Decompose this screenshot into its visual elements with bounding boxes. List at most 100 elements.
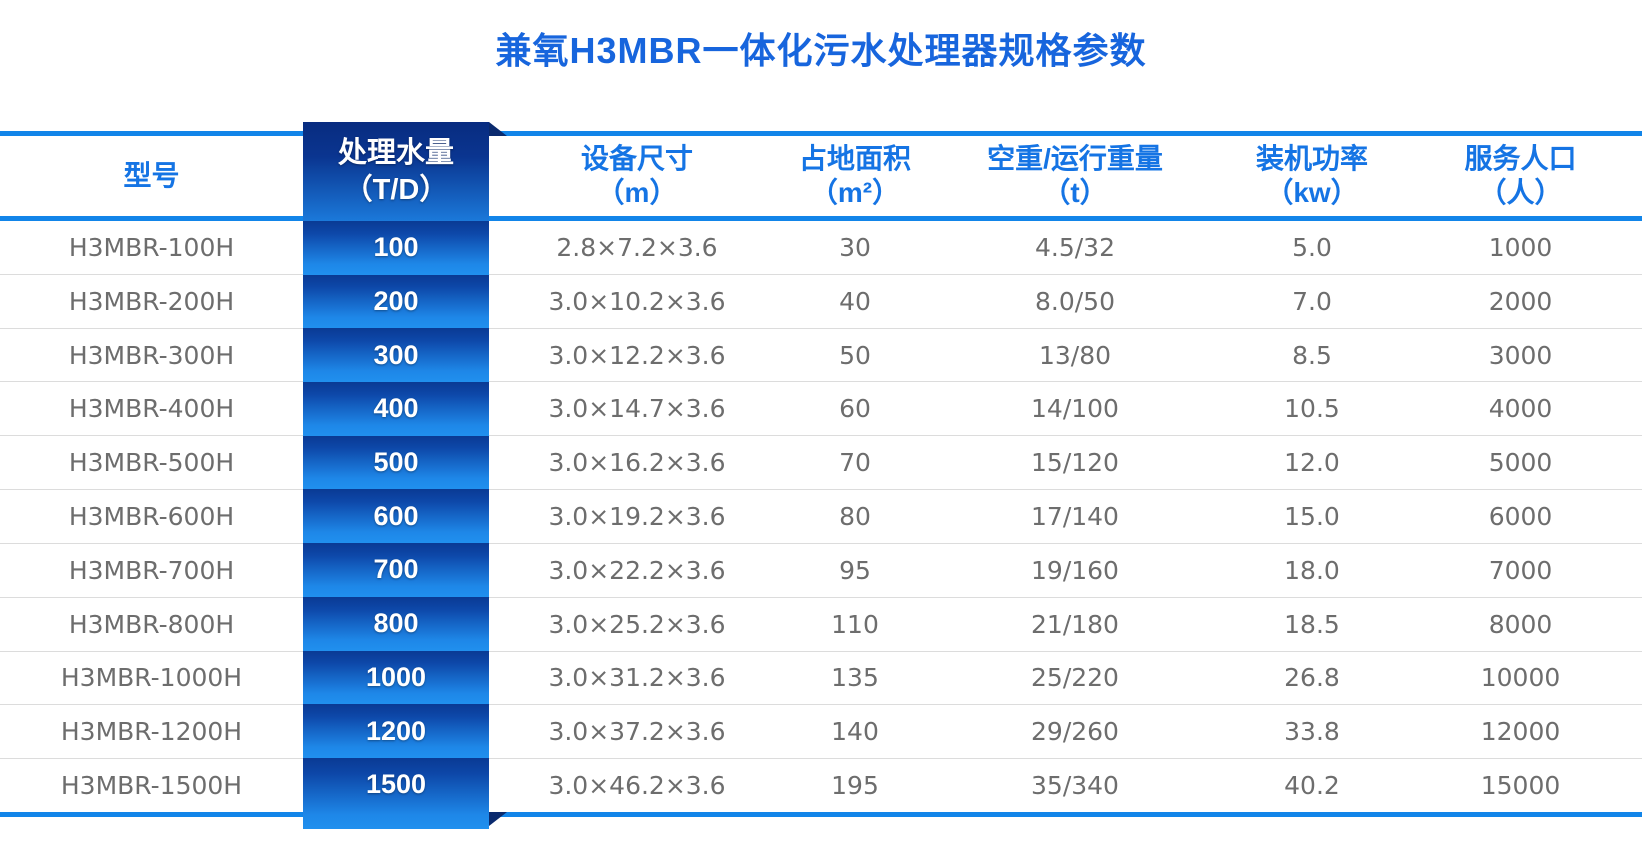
column-header-label: 设备尺寸 [580,142,693,174]
column-header-unit: （m） [596,177,678,208]
capacity-cell: 400 [303,382,489,436]
capacity-cell: 800 [303,596,489,651]
column-header-label: 装机功率 [1255,142,1368,174]
model-cell: H3MBR-700H [68,555,235,585]
area-cell: 80 [839,501,871,531]
dimensions-cell: 3.0×22.2×3.6 [548,555,726,585]
dimensions-cell: 3.0×31.2×3.6 [548,663,726,693]
table-top-border [0,131,1642,136]
power-cell: 8.5 [1292,340,1332,370]
weight-cell: 35/340 [1031,771,1119,801]
column-header-weight: 空重/运行重量 （t） [925,136,1225,216]
column-header-label: 服务人口 [1464,142,1577,174]
header-bottom-border [0,216,1642,221]
model-cell: H3MBR-100H [68,232,235,262]
column-header-unit: （T/D） [343,173,449,206]
table-row: H3MBR-1500H 3.0×46.2×3.6 195 35/340 40.2… [0,759,1642,812]
dimensions-cell: 3.0×46.2×3.6 [548,771,726,801]
weight-cell: 17/140 [1031,501,1119,531]
area-cell: 40 [839,286,871,316]
population-cell: 2000 [1488,286,1553,316]
population-cell: 10000 [1480,663,1561,693]
population-cell: 6000 [1488,501,1553,531]
dimensions-cell: 3.0×37.2×3.6 [548,717,726,747]
model-cell: H3MBR-500H [68,448,235,478]
table-row: H3MBR-600H 3.0×19.2×3.6 80 17/140 15.0 6… [0,490,1642,544]
dimensions-cell: 3.0×16.2×3.6 [548,448,726,478]
capacity-cell: 100 [303,221,489,275]
column-header-label: 占地面积 [798,142,911,174]
power-cell: 18.0 [1284,555,1340,585]
population-cell: 5000 [1488,448,1553,478]
column-header-unit: （m²） [809,177,901,208]
model-cell: H3MBR-800H [68,609,235,639]
population-cell: 4000 [1488,394,1553,424]
area-cell: 140 [831,717,879,747]
power-cell: 7.0 [1292,286,1332,316]
weight-cell: 25/220 [1031,663,1119,693]
capacity-cell: 600 [303,489,489,544]
table-header-row: 型号 设备尺寸 （m） 占地面积 （m²） 空重/运行重量 （t） 装机功率 （… [0,136,1642,216]
model-cell: H3MBR-300H [68,340,235,370]
table-row: H3MBR-1200H 3.0×37.2×3.6 140 29/260 33.8… [0,705,1642,760]
column-header-label: 型号 [123,159,180,191]
capacity-cell: 300 [303,328,489,383]
area-cell: 50 [839,340,871,370]
capacity-cell: 1000 [303,650,489,705]
table-row: H3MBR-100H 2.8×7.2×3.6 30 4.5/32 5.0 100… [0,221,1642,275]
column-header-model: 型号 [0,136,303,216]
capacity-cell: 700 [303,543,489,597]
weight-cell: 21/180 [1031,609,1119,639]
weight-cell: 4.5/32 [1035,232,1115,262]
area-cell: 135 [831,663,879,693]
population-cell: 12000 [1480,717,1561,747]
power-cell: 15.0 [1284,501,1340,531]
table-row: H3MBR-200H 3.0×10.2×3.6 40 8.0/50 7.0 20… [0,275,1642,329]
column-header-unit: （kw） [1265,177,1359,208]
column-header-unit: （人） [1478,177,1563,208]
column-header-area: 占地面积 （m²） [785,136,925,216]
area-cell: 195 [831,771,879,801]
dimensions-cell: 3.0×12.2×3.6 [548,340,726,370]
dimensions-cell: 3.0×25.2×3.6 [548,609,726,639]
dimensions-cell: 3.0×10.2×3.6 [548,286,726,316]
weight-cell: 8.0/50 [1035,286,1115,316]
dimensions-cell: 2.8×7.2×3.6 [556,232,718,262]
population-cell: 8000 [1488,609,1553,639]
column-header-population: 服务人口 （人） [1399,136,1642,216]
population-cell: 3000 [1488,340,1553,370]
power-cell: 18.5 [1284,609,1340,639]
table-row: H3MBR-500H 3.0×16.2×3.6 70 15/120 12.0 5… [0,436,1642,491]
power-cell: 5.0 [1292,232,1332,262]
ribbon-fold-bottom [489,812,507,826]
model-cell: H3MBR-400H [68,394,235,424]
weight-cell: 13/80 [1038,340,1112,370]
capacity-cell: 500 [303,435,489,490]
model-cell: H3MBR-1000H [60,663,243,693]
power-cell: 33.8 [1284,717,1340,747]
model-cell: H3MBR-600H [68,501,235,531]
model-cell: H3MBR-1200H [60,717,243,747]
column-header-power: 装机功率 （kw） [1225,136,1399,216]
population-cell: 1000 [1488,232,1553,262]
weight-cell: 15/120 [1031,448,1119,478]
table-row: H3MBR-300H 3.0×12.2×3.6 50 13/80 8.5 300… [0,329,1642,383]
capacity-cell: 200 [303,274,489,329]
area-cell: 60 [839,394,871,424]
area-cell: 70 [839,448,871,478]
table-body: H3MBR-100H 2.8×7.2×3.6 30 4.5/32 5.0 100… [0,221,1642,812]
table-row: H3MBR-400H 3.0×14.7×3.6 60 14/100 10.5 4… [0,382,1642,437]
capacity-column-ribbon: 处理水量 （T/D） 100 200 300 400 500 600 700 800 1000 1… [303,122,489,829]
column-header-capacity: 处理水量 （T/D） [303,122,489,221]
weight-cell: 19/160 [1031,555,1119,585]
column-header-unit: （t） [1042,177,1108,208]
table-row: H3MBR-1000H 3.0×31.2×3.6 135 25/220 26.8… [0,652,1642,706]
dimensions-cell: 3.0×14.7×3.6 [548,394,726,424]
area-cell: 95 [839,555,871,585]
column-header-label: 空重/运行重量 [987,142,1163,174]
table-row: H3MBR-700H 3.0×22.2×3.6 95 19/160 18.0 7… [0,544,1642,598]
power-cell: 40.2 [1284,771,1340,801]
capacity-cell: 1200 [303,704,489,758]
power-cell: 12.0 [1284,448,1340,478]
area-cell: 110 [831,609,879,639]
